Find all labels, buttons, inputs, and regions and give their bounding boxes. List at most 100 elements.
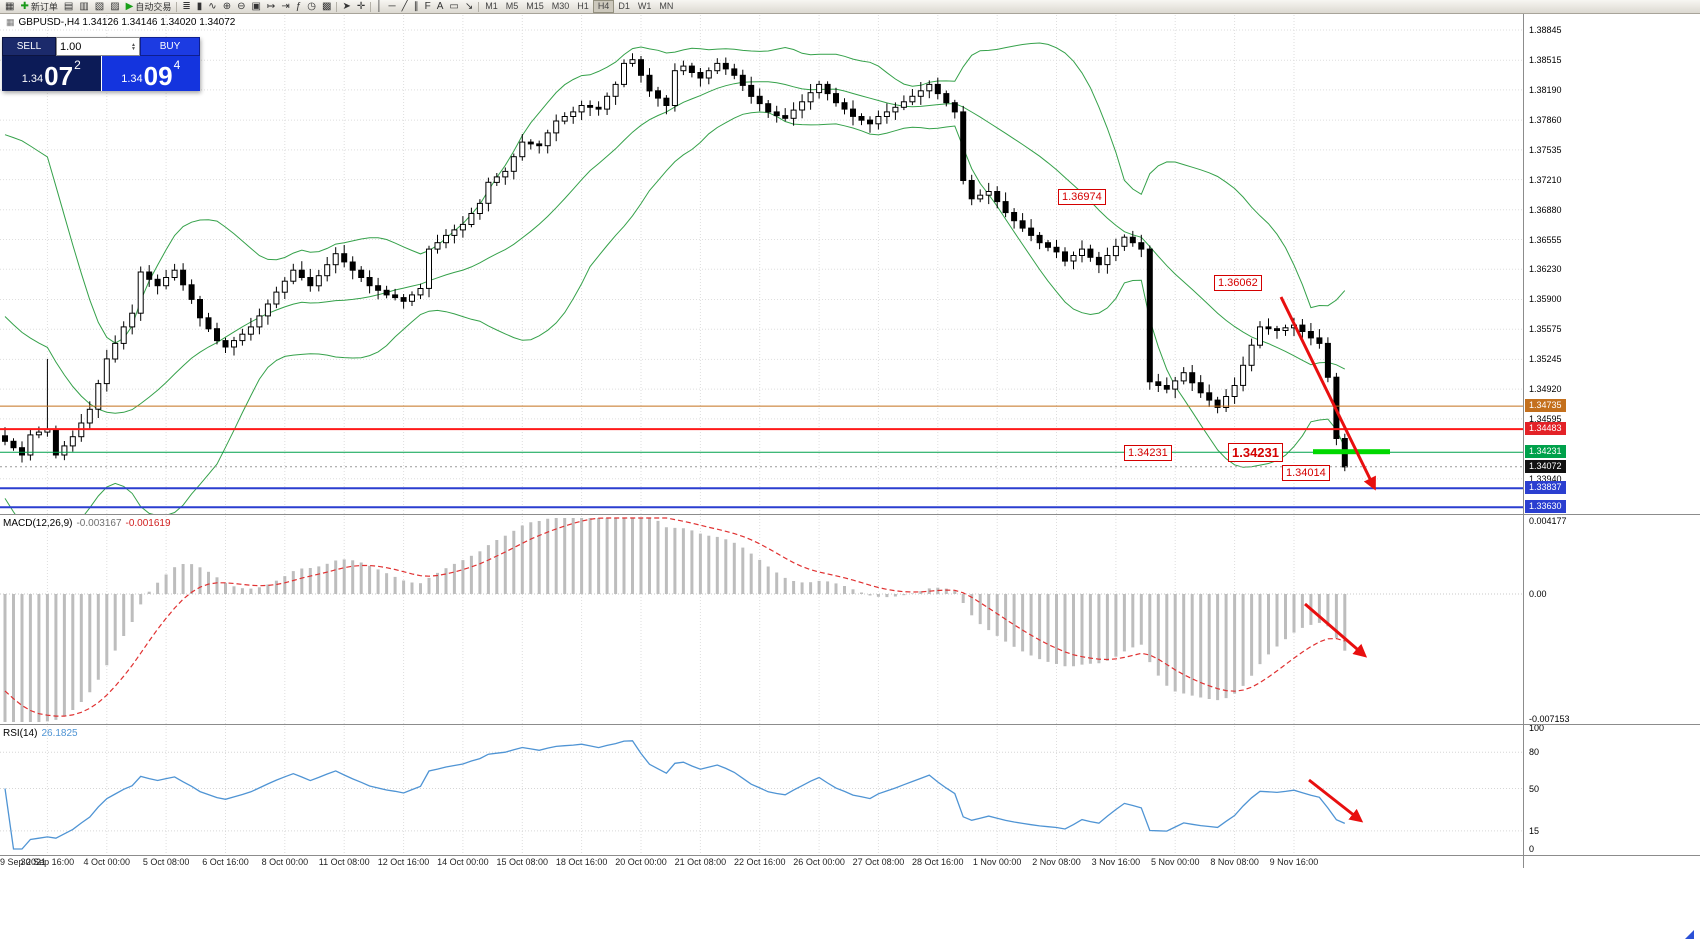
auto-scroll-icon[interactable]: ↦ bbox=[264, 0, 278, 14]
macd-main-value: -0.003167 bbox=[76, 518, 122, 529]
text-label-icon[interactable]: ▭ bbox=[446, 0, 461, 14]
charts-grid-icon[interactable]: ▦ bbox=[2, 0, 17, 14]
rsi-axis-tick: 100 bbox=[1529, 723, 1545, 733]
buy-price-small: 1.34 bbox=[121, 73, 143, 85]
navigator-icon: ▨ bbox=[110, 0, 120, 12]
profiles-icon[interactable]: ▥ bbox=[76, 0, 91, 14]
timeframe-h1[interactable]: H1 bbox=[577, 1, 589, 11]
tile-windows-icon: ▣ bbox=[251, 0, 261, 12]
panel-splitter[interactable] bbox=[0, 855, 1700, 856]
buy-button[interactable]: BUY bbox=[140, 37, 200, 56]
price-level-box[interactable]: 1.33837 bbox=[1525, 481, 1566, 495]
indicators-icon: ƒ bbox=[295, 0, 302, 12]
periods-icon[interactable]: ◷ bbox=[304, 0, 319, 14]
candlestick-chart-icon[interactable]: ▮ bbox=[194, 0, 206, 14]
new-order-button[interactable]: ✚ 新订单 bbox=[17, 0, 60, 14]
autotrading-button[interactable]: ▶ 自动交易 bbox=[123, 0, 175, 14]
indicators-icon[interactable]: ƒ bbox=[293, 0, 305, 14]
crosshair-icon: ✛ bbox=[356, 0, 366, 12]
text-icon[interactable]: A bbox=[434, 0, 447, 14]
crosshair-icon[interactable]: ✛ bbox=[354, 0, 368, 14]
price-level-box[interactable]: 1.34735 bbox=[1525, 399, 1566, 413]
time-axis[interactable]: 9 Sep 2021 30 Sep 16:00 4 Oct 00:00 5 Oct 0… bbox=[0, 857, 1523, 870]
price-annotation[interactable]: 1.36974 bbox=[1058, 189, 1106, 205]
price-tick: 1.35900 bbox=[1529, 294, 1562, 305]
rsi-axis-tick: 15 bbox=[1529, 825, 1540, 836]
timeframe-m5[interactable]: M5 bbox=[505, 1, 519, 11]
sell-price[interactable]: 1.34 07 2 bbox=[2, 56, 101, 91]
toolbar-separator bbox=[176, 1, 178, 12]
buy-price-sup: 4 bbox=[173, 58, 181, 72]
market-watch-icon[interactable]: ▧ bbox=[92, 0, 107, 14]
timeframe-d1[interactable]: D1 bbox=[618, 1, 630, 11]
price-level-box[interactable]: 1.33630 bbox=[1525, 500, 1566, 514]
price-axis[interactable]: 1.38845 1.38515 1.38190 1.37860 1.37535 1.372… bbox=[1523, 14, 1700, 868]
macd-signal-value: -0.001619 bbox=[125, 518, 171, 529]
rsi-value: 26.1825 bbox=[41, 728, 78, 739]
zoom-out-icon[interactable]: ⊖ bbox=[234, 0, 248, 14]
navigator-icon[interactable]: ▨ bbox=[107, 0, 122, 14]
time-tick: 2 Nov 08:00 bbox=[1032, 857, 1081, 867]
vertical-line-icon[interactable]: │ bbox=[373, 0, 385, 14]
sell-price-small: 1.34 bbox=[21, 73, 44, 85]
time-tick: 30 Sep 16:00 bbox=[20, 857, 75, 867]
spinner-down-icon[interactable]: ▼ bbox=[131, 45, 136, 52]
chart-shift-icon[interactable]: ⇥ bbox=[278, 0, 292, 14]
line-chart-icon[interactable]: ∿ bbox=[205, 0, 219, 14]
time-tick: 9 Sep 2021 bbox=[0, 857, 47, 867]
macd-axis-tick: 0.004177 bbox=[1529, 516, 1567, 526]
sell-price-sup: 2 bbox=[74, 58, 81, 72]
timeframe-mn[interactable]: MN bbox=[659, 1, 674, 11]
time-tick: 5 Oct 08:00 bbox=[142, 857, 190, 867]
price-annotation[interactable]: 1.34231 bbox=[1228, 443, 1283, 462]
timeframe-m1[interactable]: M1 bbox=[485, 1, 498, 11]
price-level-box[interactable]: 1.34231 bbox=[1525, 445, 1566, 459]
price-tick: 1.37860 bbox=[1529, 115, 1562, 126]
macd-histogram bbox=[3, 518, 1347, 722]
fibonacci-icon[interactable]: F bbox=[422, 0, 434, 14]
trend-arrows[interactable] bbox=[1279, 296, 1376, 823]
cursor-icon[interactable]: ➤ bbox=[339, 0, 353, 14]
trendline-icon[interactable]: ╱ bbox=[399, 0, 411, 14]
timeframe-h4[interactable]: H4 bbox=[592, 0, 615, 13]
toolbar: ▦ ✚ 新订单 ▤ ▥ ▧ ▨ ▶ 自动交易 ≣ ▮ ∿ ⊕ ⊖ ▣ ↦ ⇥ ƒ ◷ ▩ ➤ ✛ │ ─ ╱ ∥ F A ▭ ↘ M1 M5 M… bbox=[0, 0, 1700, 14]
text-label-icon: ▭ bbox=[449, 0, 459, 12]
price-tick: 1.34595 bbox=[1529, 413, 1562, 424]
arrows-icon[interactable]: ↘ bbox=[462, 0, 476, 14]
zoom-in-icon[interactable]: ⊕ bbox=[220, 0, 234, 14]
time-tick: 18 Oct 16:00 bbox=[555, 857, 608, 867]
buy-price[interactable]: 1.34 09 4 bbox=[101, 56, 200, 91]
time-tick: 4 Oct 00:00 bbox=[83, 857, 131, 867]
periods-icon: ◷ bbox=[307, 0, 316, 12]
timeframe-m15[interactable]: M15 bbox=[526, 1, 544, 11]
timeframe-m30[interactable]: M30 bbox=[551, 1, 570, 11]
timeframe-w1[interactable]: W1 bbox=[637, 1, 652, 11]
chart-title: ▦ GBPUSD-,H4 1.34126 1.34146 1.34020 1.3… bbox=[6, 17, 235, 28]
price-annotation[interactable]: 1.34014 bbox=[1282, 465, 1330, 481]
grid bbox=[0, 15, 1523, 854]
sell-button[interactable]: SELL bbox=[2, 37, 56, 56]
spinner-up-icon[interactable]: ▲ bbox=[131, 41, 136, 48]
tile-windows-icon[interactable]: ▣ bbox=[248, 0, 263, 14]
support-highlight[interactable] bbox=[1313, 449, 1390, 455]
time-tick: 12 Oct 16:00 bbox=[377, 857, 430, 867]
new-order-button: ✚ bbox=[20, 0, 29, 12]
time-tick: 6 Oct 16:00 bbox=[202, 857, 249, 867]
panel-splitter[interactable] bbox=[0, 724, 1700, 725]
price-annotation[interactable]: 1.34231 bbox=[1124, 445, 1172, 461]
price-tick: 1.35575 bbox=[1529, 324, 1562, 335]
volume-spinner[interactable]: ▲ ▼ bbox=[131, 41, 136, 52]
panel-splitter[interactable] bbox=[0, 514, 1700, 515]
templates-icon[interactable]: ▩ bbox=[319, 0, 334, 14]
volume-input[interactable]: 1.00 ▲ ▼ bbox=[56, 37, 140, 56]
chart-window-icon[interactable]: ▤ bbox=[61, 0, 76, 14]
level-lines[interactable] bbox=[0, 405, 1523, 509]
fibonacci-icon: F bbox=[424, 0, 431, 12]
horizontal-line-icon[interactable]: ─ bbox=[385, 0, 398, 14]
price-annotation[interactable]: 1.36062 bbox=[1214, 275, 1262, 291]
equidistant-channel-icon[interactable]: ∥ bbox=[411, 0, 422, 14]
price-level-box[interactable]: 1.34483 bbox=[1525, 422, 1566, 436]
autotrading-button-label: 自动交易 bbox=[135, 2, 172, 12]
bar-chart-icon[interactable]: ≣ bbox=[179, 0, 193, 14]
